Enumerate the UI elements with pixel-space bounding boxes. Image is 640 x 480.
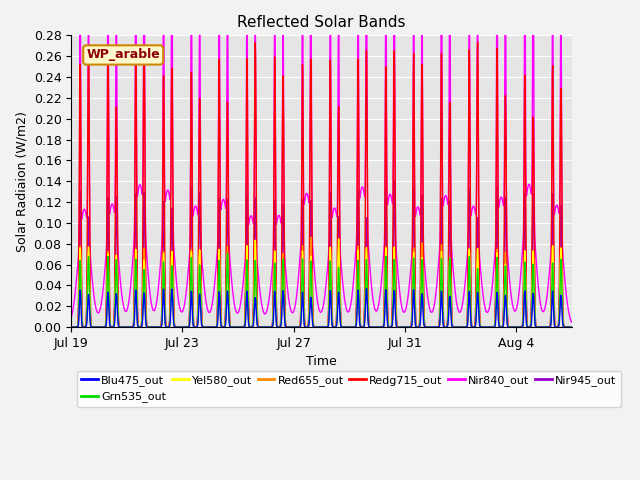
Red655_out bbox=[282, 324, 290, 330]
Nir945_out bbox=[499, 322, 507, 328]
Nir945_out bbox=[333, 278, 341, 284]
Nir945_out bbox=[282, 324, 290, 329]
Grn535_out bbox=[389, 294, 397, 300]
Red655_out bbox=[389, 294, 397, 300]
Legend: Blu475_out, Grn535_out, Yel580_out, Red655_out, Redg715_out, Nir840_out, Nir945_: Blu475_out, Grn535_out, Yel580_out, Red6… bbox=[77, 371, 621, 407]
Title: Reflected Solar Bands: Reflected Solar Bands bbox=[237, 15, 406, 30]
Yel580_out bbox=[97, 324, 105, 330]
Redg715_out bbox=[67, 324, 75, 330]
Blu475_out bbox=[389, 308, 397, 314]
Nir840_out bbox=[568, 319, 575, 325]
Blu475_out bbox=[363, 286, 371, 291]
Line: Yel580_out: Yel580_out bbox=[71, 239, 572, 327]
Nir840_out bbox=[499, 199, 507, 205]
Yel580_out bbox=[568, 324, 575, 330]
Yel580_out bbox=[282, 324, 290, 330]
Y-axis label: Solar Radiaion (W/m2): Solar Radiaion (W/m2) bbox=[15, 111, 28, 252]
Blu475_out bbox=[568, 324, 575, 330]
Redg715_out bbox=[282, 323, 290, 329]
Yel580_out bbox=[335, 236, 342, 242]
Grn535_out bbox=[291, 324, 298, 330]
Nir840_out bbox=[334, 155, 342, 161]
Grn535_out bbox=[334, 288, 342, 293]
Redg715_out bbox=[97, 324, 105, 330]
Grn535_out bbox=[97, 324, 105, 330]
Yel580_out bbox=[499, 323, 507, 329]
Nir945_out bbox=[67, 324, 75, 330]
Line: Nir840_out: Nir840_out bbox=[71, 0, 572, 322]
Line: Blu475_out: Blu475_out bbox=[71, 288, 572, 327]
Red655_out bbox=[499, 323, 507, 329]
Red655_out bbox=[307, 234, 315, 240]
Nir840_out bbox=[282, 273, 290, 279]
Nir840_out bbox=[389, 176, 397, 182]
Nir840_out bbox=[97, 303, 105, 309]
Blu475_out bbox=[499, 324, 507, 329]
Nir945_out bbox=[390, 178, 398, 184]
Line: Redg715_out: Redg715_out bbox=[71, 42, 572, 327]
Redg715_out bbox=[290, 324, 298, 330]
Line: Nir945_out: Nir945_out bbox=[71, 181, 572, 327]
Grn535_out bbox=[282, 324, 290, 330]
Blu475_out bbox=[97, 324, 105, 330]
Redg715_out bbox=[474, 39, 481, 45]
Nir945_out bbox=[97, 324, 105, 330]
Line: Red655_out: Red655_out bbox=[71, 237, 572, 327]
Grn535_out bbox=[568, 324, 575, 330]
Red655_out bbox=[334, 279, 342, 285]
Red655_out bbox=[67, 324, 75, 330]
Red655_out bbox=[97, 324, 105, 330]
Text: WP_arable: WP_arable bbox=[86, 48, 160, 61]
Redg715_out bbox=[499, 320, 507, 326]
Red655_out bbox=[290, 324, 298, 330]
Yel580_out bbox=[333, 287, 341, 293]
Grn535_out bbox=[67, 324, 75, 330]
Nir945_out bbox=[568, 324, 575, 330]
Yel580_out bbox=[67, 324, 75, 330]
Nir840_out bbox=[291, 307, 298, 312]
Blu475_out bbox=[67, 324, 75, 330]
Yel580_out bbox=[290, 324, 298, 330]
Yel580_out bbox=[389, 289, 397, 295]
Red655_out bbox=[568, 324, 575, 330]
Redg715_out bbox=[568, 324, 575, 330]
Grn535_out bbox=[499, 323, 507, 329]
Redg715_out bbox=[389, 249, 397, 255]
Nir840_out bbox=[67, 314, 75, 320]
Blu475_out bbox=[282, 324, 290, 330]
Blu475_out bbox=[333, 310, 341, 315]
Nir945_out bbox=[389, 285, 397, 290]
Grn535_out bbox=[223, 251, 231, 256]
Line: Grn535_out: Grn535_out bbox=[71, 253, 572, 327]
Blu475_out bbox=[290, 324, 298, 330]
Redg715_out bbox=[333, 232, 341, 238]
X-axis label: Time: Time bbox=[306, 355, 337, 369]
Nir945_out bbox=[290, 324, 298, 330]
